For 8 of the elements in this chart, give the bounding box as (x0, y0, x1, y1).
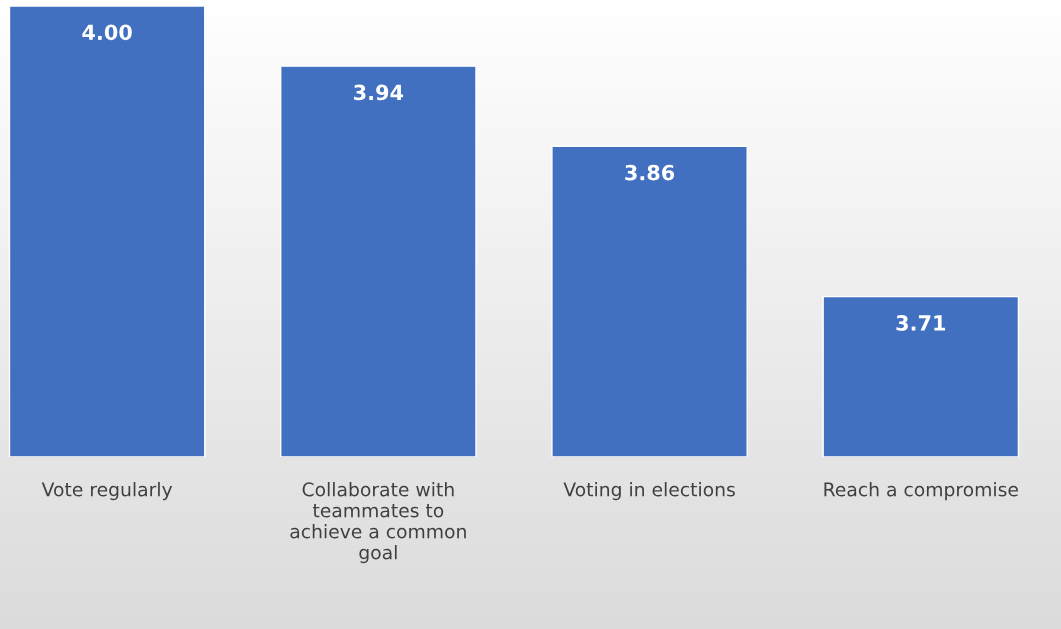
x-tick-label: Voting in elections (563, 482, 735, 501)
data-label: 3.86 (625, 164, 675, 181)
data-label: 3.94 (354, 84, 404, 101)
data-label: 4.00 (82, 24, 132, 41)
data-label: 3.71 (896, 315, 946, 331)
x-tick-label: Reach a compromise (824, 482, 1018, 501)
x-tick-label: Collaborate with teammates to achieve a common goal (290, 482, 466, 564)
x-tick-label: Vote regularly (41, 482, 173, 501)
